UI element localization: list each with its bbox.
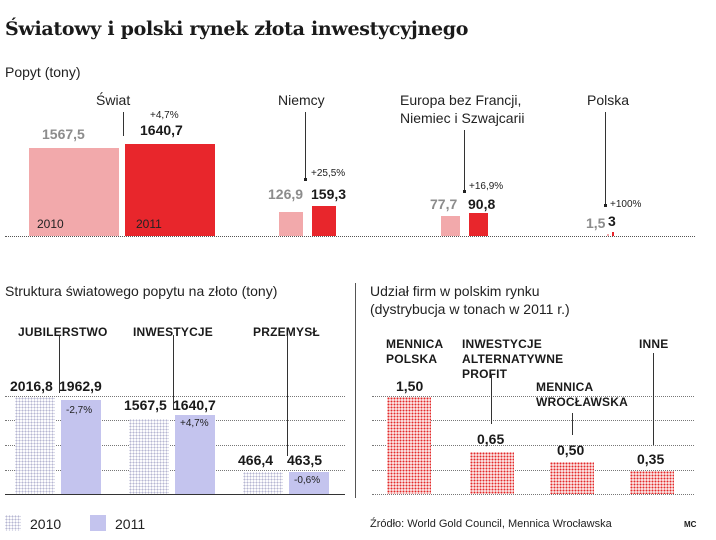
share-value: 1,50: [396, 378, 424, 394]
structure-value-2011: 1962,9: [59, 378, 102, 394]
structure-connector: [173, 335, 174, 410]
structure-baseline: [5, 494, 345, 495]
demand-bar-2011: [312, 206, 336, 236]
demand-bar-2011: [469, 213, 488, 236]
share-category-label: INNE: [639, 337, 669, 351]
share-category-label: PROFIT: [462, 367, 508, 381]
share-category-label: INWESTYCJE: [462, 337, 543, 351]
demand-category-label: Niemcy: [278, 92, 325, 108]
structure-value-2011: 1640,7: [173, 397, 216, 413]
demand-baseline: [5, 236, 695, 237]
structure-category-label: INWESTYCJE: [133, 325, 214, 339]
demand-value-2010: 77,7: [430, 196, 458, 212]
demand-section-label: Popyt (tony): [5, 64, 81, 80]
share-category-label: POLSKA: [386, 352, 438, 366]
structure-value-2010: 1567,5: [124, 397, 167, 413]
legend-swatch-2010: [5, 515, 21, 531]
demand-value-2011: 159,3: [311, 186, 347, 202]
structure-gridline: [5, 396, 345, 397]
structure-value-2010: 2016,8: [10, 378, 53, 394]
structure-connector: [287, 335, 288, 456]
structure-bar-2011: [175, 415, 215, 494]
demand-value-2010: 126,9: [268, 186, 304, 202]
demand-bar-2011: [612, 232, 614, 236]
structure-change-label: -0,6%: [294, 475, 321, 486]
share-gridline: [372, 396, 694, 397]
demand-bar-2010: [441, 216, 460, 236]
demand-change-label: +4,7%: [150, 110, 179, 121]
demand-value-2011: 1640,7: [140, 122, 183, 138]
share-value: 0,65: [477, 431, 505, 447]
share-bar: [470, 452, 514, 494]
demand-category-label: Świat: [96, 92, 131, 108]
share-value: 0,35: [637, 451, 665, 467]
demand-year-label-2010: 2010: [37, 217, 64, 231]
structure-value-2011: 463,5: [287, 452, 323, 468]
demand-year-label-2011: 2011: [136, 217, 162, 231]
demand-bar-2010: [29, 148, 119, 236]
structure-bar-2010: [15, 397, 55, 494]
share-gridline: [372, 445, 694, 446]
demand-connector: [605, 112, 606, 204]
share-connector: [572, 413, 573, 435]
share-connector: [653, 353, 654, 445]
share-section-label-line2: (dystrybucja w tonach w 2011 r.): [370, 301, 570, 317]
demand-change-label: +25,5%: [311, 168, 346, 179]
structure-change-label: -2,7%: [66, 405, 93, 416]
demand-value-2011: 3: [608, 213, 616, 229]
demand-connector: [305, 112, 306, 178]
share-gridline: [372, 470, 694, 471]
share-category-label: MENNICA: [386, 337, 444, 351]
demand-connector: [123, 112, 124, 136]
demand-connector: [464, 130, 465, 190]
structure-value-2010: 466,4: [238, 452, 274, 468]
source-note: Źródło: World Gold Council, Mennica Wroc…: [370, 518, 612, 530]
demand-bar-2011: [125, 144, 215, 236]
share-bar: [387, 397, 431, 494]
share-gridline: [372, 420, 694, 421]
structure-category-label: JUBILERSTWO: [18, 325, 108, 339]
share-section-label-line1: Udział firm w polskim rynku: [370, 283, 540, 299]
structure-section-label: Struktura światowego popytu na złoto (to…: [5, 283, 278, 299]
demand-connector-dot: [604, 204, 607, 207]
legend-label-2010: 2010: [30, 516, 62, 532]
demand-value-2010: 1,5: [586, 215, 606, 231]
structure-connector: [59, 335, 60, 393]
author-initials: MC: [684, 520, 697, 529]
demand-connector-dot: [463, 190, 466, 193]
share-category-label: MENNICA: [536, 380, 594, 394]
legend-label-2011: 2011: [115, 516, 146, 532]
demand-value-2010: 1567,5: [42, 126, 85, 142]
legend-swatch-2011: [90, 515, 106, 531]
demand-category-label: Polska: [587, 92, 630, 108]
share-bar: [630, 471, 674, 494]
page-title: Światowy i polski rynek złota inwestycyj…: [5, 18, 469, 40]
demand-bar-2010: [607, 234, 609, 236]
demand-connector-dot: [304, 178, 307, 181]
demand-category-label: Niemiec i Szwajcarii: [400, 110, 525, 126]
demand-change-label: +16,9%: [469, 181, 504, 192]
demand-change-label: +100%: [610, 199, 642, 210]
demand-value-2011: 90,8: [468, 196, 496, 212]
structure-bar-2010: [129, 419, 169, 494]
structure-bar-2011: [61, 400, 101, 494]
share-category-label: WROCŁAWSKA: [536, 395, 628, 409]
share-connector: [491, 374, 492, 424]
structure-bar-2010: [243, 472, 283, 494]
structure-change-label: +4,7%: [180, 418, 209, 429]
structure-bar-2011: [289, 472, 329, 494]
section-divider: [355, 283, 356, 498]
share-value: 0,50: [557, 442, 585, 458]
share-category-label: ALTERNATYWNE: [462, 352, 564, 366]
share-bar: [550, 462, 594, 494]
demand-category-label: Europa bez Francji,: [400, 92, 522, 108]
demand-bar-2010: [279, 212, 303, 236]
share-baseline: [372, 494, 694, 495]
structure-category-label: PRZEMYSŁ: [253, 325, 320, 339]
